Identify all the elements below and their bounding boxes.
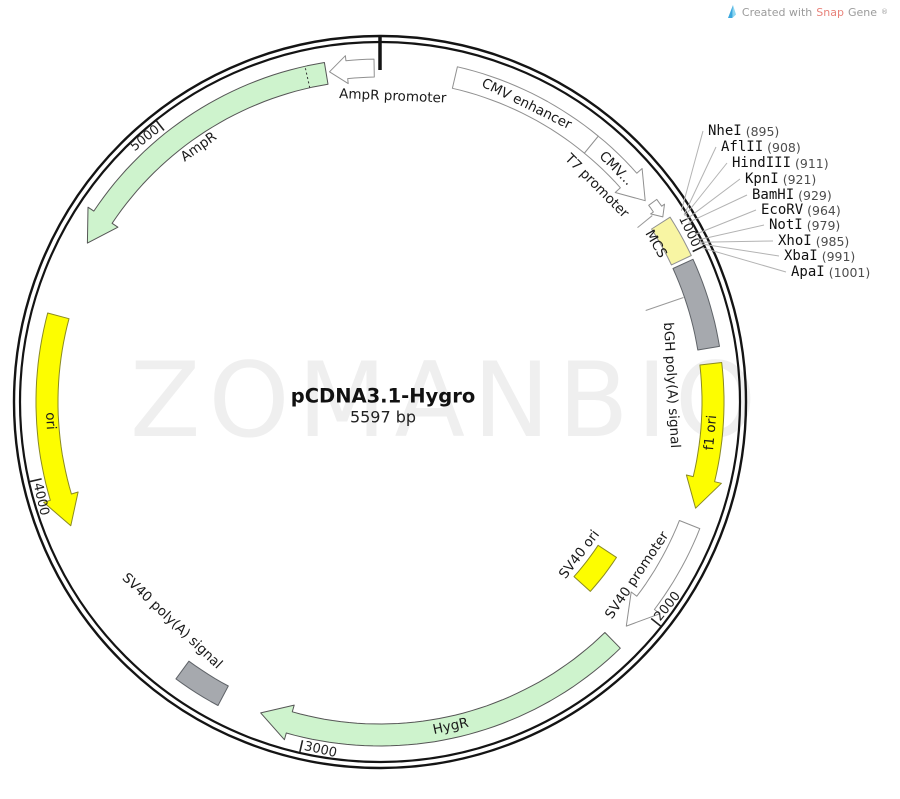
- feature-band-sv40-promoter: [625, 520, 701, 627]
- site-label-noti: NotI (979): [769, 217, 840, 233]
- tick-mark-3000: [299, 740, 304, 753]
- snapgene-credit: Created with Snap Gene ®: [725, 5, 888, 19]
- tick-mark-5000: [155, 120, 165, 131]
- site-line-apai: [701, 247, 787, 273]
- registered-mark: ®: [881, 7, 888, 16]
- site-label-ecorv: EcoRV (964): [761, 202, 841, 218]
- feature-band-t7-promoter: [648, 198, 665, 218]
- credit-text: Created with: [741, 5, 813, 19]
- tick-mark-1000: [692, 245, 704, 253]
- site-label-bamhi: BamHI (929): [752, 187, 832, 203]
- credit-brand-gene: Gene: [847, 5, 877, 19]
- site-label-apai: ApaI (1001): [791, 264, 870, 280]
- site-line-xhoi: [699, 240, 774, 243]
- plasmid-size: 5597 bp: [350, 408, 416, 427]
- feature-band-ampr: [86, 62, 329, 244]
- site-line-bamhi: [688, 194, 748, 223]
- feature-label-f1-ori: f1 ori: [701, 414, 720, 451]
- feature-label-ori: ori: [42, 412, 59, 430]
- site-label-nhei: NheI (895): [708, 123, 779, 139]
- feature-divider-ampr: [304, 66, 311, 88]
- feature-band-mcs: [651, 216, 692, 266]
- feature-band-ori: [35, 312, 79, 527]
- feature-band-bgh-poly-a-signal: [672, 258, 720, 351]
- tick-mark-2000: [650, 617, 662, 627]
- feature-band-sv40-poly-a-signal: [175, 660, 229, 706]
- site-line-noti: [697, 224, 765, 241]
- site-line-aflii: [683, 146, 717, 216]
- feature-label-sv40-poly-a-signal: SV40 poly(A) signal: [119, 570, 226, 672]
- feature-label-hygr: HygR: [431, 715, 470, 738]
- plasmid-title: pCDNA3.1-Hygro: [291, 385, 476, 408]
- feature-band-f1-ori: [685, 362, 725, 509]
- snapgene-flame-icon: [727, 5, 736, 18]
- tick-label-4000: 4000: [30, 481, 52, 517]
- feature-label-bgh-poly-a-signal: bGH poly(A) signal: [660, 322, 683, 449]
- tick-label-3000: 3000: [303, 739, 339, 761]
- site-label-xhoi: XhoI (985): [778, 233, 849, 249]
- tick-mark-4000: [29, 478, 42, 483]
- site-line-ecorv: [695, 209, 757, 235]
- feature-band-hygr: [260, 632, 621, 747]
- site-line-hindiii: [684, 162, 728, 217]
- site-label-xbai: XbaI (991): [784, 248, 855, 264]
- site-line-xbai: [699, 243, 780, 257]
- feature-band-sv40-ori: [573, 544, 617, 592]
- site-label-hindiii: HindIII (911): [732, 155, 829, 171]
- credit-brand-snap: Snap: [816, 5, 844, 19]
- leader-line-bgh-poly-a-signal: [645, 297, 684, 311]
- watermark: ZOMANBIO: [130, 341, 764, 461]
- site-line-nhei: [680, 130, 704, 211]
- feature-label-ampr-promoter: AmpR promoter: [339, 86, 447, 106]
- leader-line-t7-promoter: [637, 215, 653, 229]
- feature-band-cmv-promoter: [583, 135, 646, 202]
- site-label-aflii: AflII (908): [721, 139, 801, 155]
- feature-band-ampr-promoter: [329, 55, 375, 85]
- site-line-kpni: [686, 178, 741, 220]
- site-label-kpni: KpnI (921): [745, 171, 816, 187]
